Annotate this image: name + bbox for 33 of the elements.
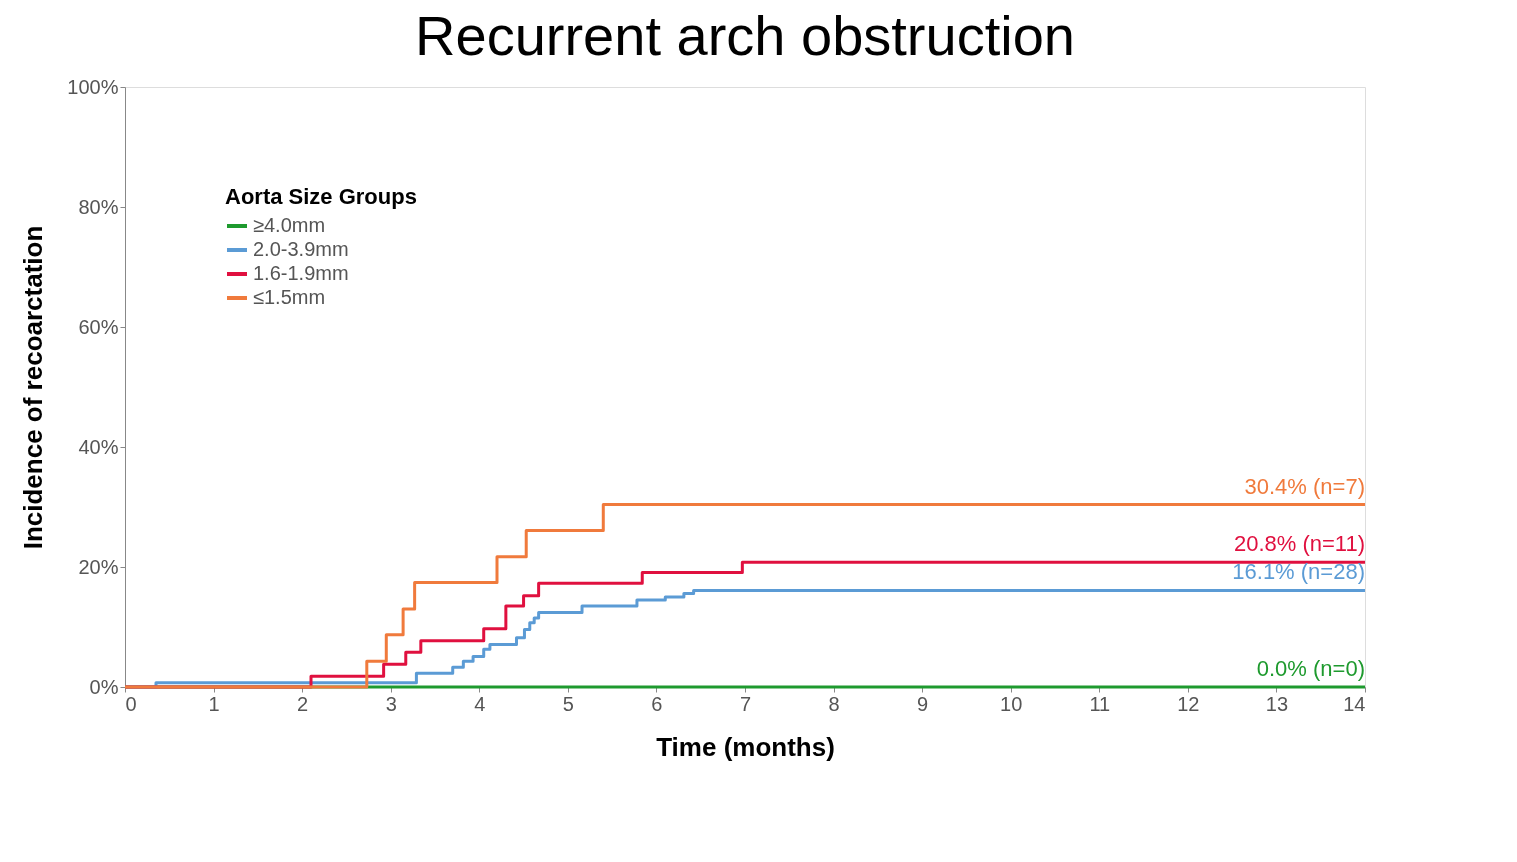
y-tick-label: 80% [78,195,119,218]
data-label: 30.4% (n=7) [1244,473,1365,499]
x-tick-label: 14 [1343,692,1366,715]
x-tick-label: 12 [1177,692,1200,715]
x-tick-label: 3 [385,692,397,715]
y-axis-title: Incidence of recoarctation [18,225,49,550]
y-tick-label: 0% [89,675,119,698]
chart-title: Recurrent arch obstruction [415,4,1075,67]
x-tick-label: 6 [651,692,663,715]
x-tick-label: 4 [474,692,486,715]
y-tick-label: 40% [78,435,119,458]
x-tick-label: 9 [917,692,929,715]
x-tick-label: 5 [562,692,574,715]
x-tick-label: 0 [125,692,137,715]
y-tick-label: 20% [78,555,119,578]
x-tick-label: 7 [739,692,752,715]
x-tick-label: 11 [1089,692,1111,715]
data-label: 20.8% (n=11) [1233,531,1365,557]
x-tick-label: 1 [208,692,220,715]
legend-label: 1.6-1.9mm [253,262,349,284]
x-tick-label: 13 [1265,692,1289,715]
x-axis-title: Time (months) [656,731,835,762]
legend-label: ≥4.0mm [253,214,326,236]
data-label: 16.1% (n=28) [1232,559,1365,585]
x-tick-label: 2 [297,692,309,715]
x-tick-label: 10 [1000,692,1023,715]
legend-title: Aorta Size Groups [225,184,417,209]
legend-label: 2.0-3.9mm [253,238,349,260]
legend-label: ≤1.5mm [253,286,326,308]
y-tick-label: 100% [67,75,119,98]
data-label: 0.0% (n=0) [1256,656,1365,681]
y-tick-label: 60% [78,315,119,338]
x-tick-label: 8 [828,692,840,715]
